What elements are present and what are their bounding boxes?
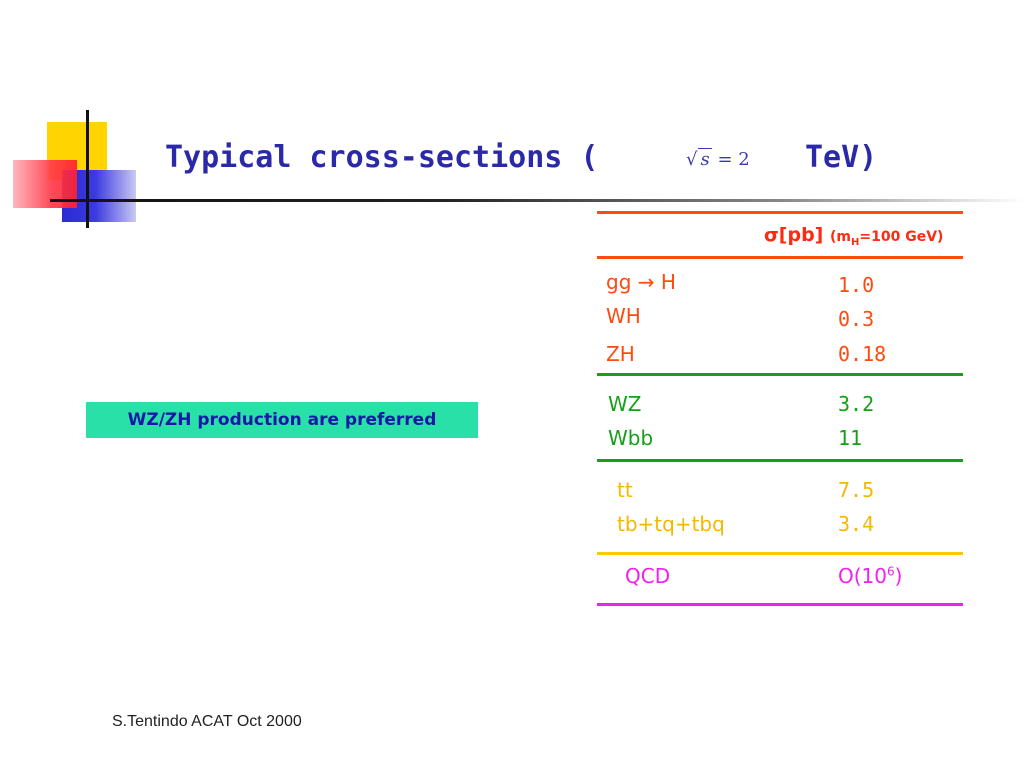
table-row-gg-h-process: gg → H bbox=[606, 270, 676, 294]
sqrt-rhs: = 2 bbox=[717, 149, 750, 170]
callout-box: WZ/ZH production are preferred bbox=[86, 402, 478, 438]
table-header: σ[pb] (mH=100 GeV) bbox=[764, 224, 943, 248]
sqrt-symbol: √ bbox=[686, 149, 698, 170]
title-underline bbox=[50, 199, 1024, 202]
table-row-wh-process: WH bbox=[606, 304, 641, 328]
logo-vertical-line bbox=[86, 110, 89, 228]
table-row-wbb-process: Wbb bbox=[608, 426, 654, 450]
table-row-wh-value: 0.3 bbox=[838, 307, 875, 331]
table-row-single-top-process: tb+tq+tbq bbox=[617, 512, 725, 536]
slide-title-suffix: TeV) bbox=[805, 140, 878, 175]
group-rule-green-2 bbox=[597, 459, 963, 462]
arrow-right-icon: → bbox=[637, 270, 655, 294]
sigma-pb-label: σ[pb] bbox=[764, 224, 824, 246]
table-row-gg-h-value: 1.0 bbox=[838, 273, 875, 297]
table-row-wbb-value: 11 bbox=[838, 426, 863, 450]
table-top-rule bbox=[597, 211, 963, 214]
table-row-tt-value: 7.5 bbox=[838, 478, 875, 502]
sqrt-s-expression: √ s = 2 bbox=[686, 148, 750, 170]
table-row-zh-value: 0.18 bbox=[838, 342, 887, 366]
table-row-tt-process: tt bbox=[617, 478, 633, 502]
footer-text: S.Tentindo ACAT Oct 2000 bbox=[112, 713, 302, 730]
table-row-wz-process: WZ bbox=[608, 392, 642, 416]
table-bottom-rule bbox=[597, 603, 963, 606]
table-row-qcd-process: QCD bbox=[625, 564, 671, 588]
mass-condition: (mH=100 GeV) bbox=[830, 229, 944, 248]
table-row-single-top-value: 3.4 bbox=[838, 512, 875, 536]
group-rule-yellow bbox=[597, 552, 963, 555]
table-row-qcd-value: O(106) bbox=[838, 564, 903, 588]
slide-title: Typical cross-sections ( bbox=[165, 140, 599, 175]
group-rule-green bbox=[597, 373, 963, 376]
table-row-zh-process: ZH bbox=[606, 342, 635, 366]
table-row-wz-value: 3.2 bbox=[838, 392, 875, 416]
table-header-rule bbox=[597, 256, 963, 259]
sqrt-variable: s bbox=[698, 148, 712, 170]
